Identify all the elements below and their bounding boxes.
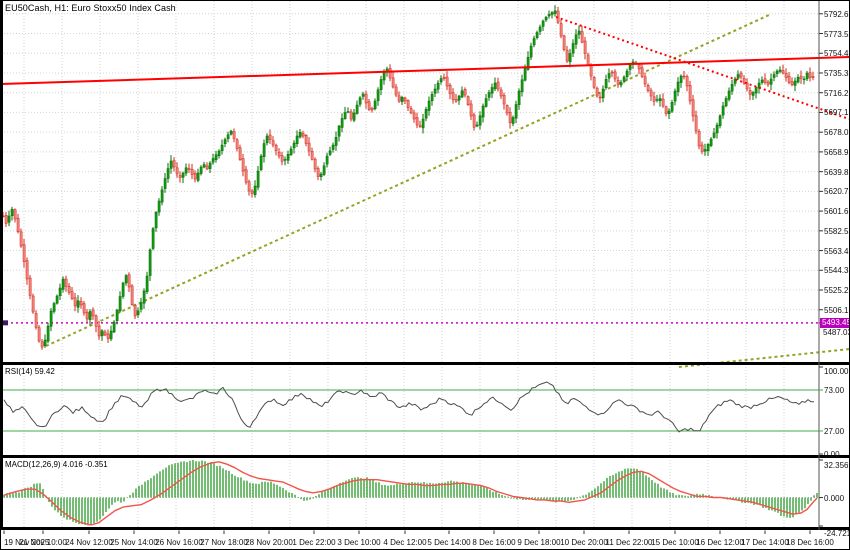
chart-title: EU50Cash, H1: Euro Stoxx50 Index Cash — [5, 3, 176, 13]
time-axis-label: 28 Nov 20:00 — [245, 538, 293, 547]
price-axis-label: 5582.53 — [824, 227, 849, 236]
time-axis-label: 1 Dec 22:00 — [292, 538, 336, 547]
price-axis-label: 5697.13 — [824, 108, 849, 117]
price-axis-label: 5601.63 — [824, 207, 849, 216]
time-axis-label: 27 Nov 18:00 — [200, 538, 248, 547]
time-axis-label: 18 Dec 16:00 — [786, 538, 834, 547]
macd-panel-area[interactable] — [1, 459, 819, 527]
price-axis-label: 5639.83 — [824, 168, 849, 177]
time-axis-label: 21 Nov 10:00 — [19, 538, 67, 547]
macd-indicator-label: MACD(12,26,9) 4.016 -0.351 — [5, 460, 108, 469]
macd-axis-label: -24.721 — [824, 529, 850, 538]
macd-axis-label: 0.000 — [824, 494, 845, 503]
macd-panel — [1, 460, 819, 526]
price-axis-label: 5773.53 — [824, 30, 849, 39]
time-axis-label: 3 Dec 10:00 — [337, 538, 381, 547]
price-axis-label: 5658.93 — [824, 148, 849, 157]
rsi-panel — [1, 381, 819, 433]
time-axis-label: 4 Dec 12:00 — [383, 538, 427, 547]
candlesticks — [1, 5, 815, 350]
panel-separators — [1, 1, 849, 530]
time-axis-label: 8 Dec 16:00 — [472, 538, 516, 547]
time-axis-label: 24 Nov 12:00 — [65, 538, 113, 547]
price-axis-label: 5792.63 — [824, 10, 849, 19]
time-axis-label: 25 Nov 14:00 — [110, 538, 158, 547]
time-axis[interactable] — [1, 530, 850, 550]
price-axis-label: 5506.13 — [824, 306, 849, 315]
rsi-axis-label: 0.00 — [824, 450, 840, 459]
price-axis[interactable] — [819, 1, 850, 530]
time-axis-label: 5 Dec 14:00 — [427, 538, 471, 547]
macd-axis-label: 32.356 — [824, 461, 849, 470]
rsi-axis-label: 100.00 — [824, 367, 849, 376]
price-axis-label: 5563.43 — [824, 247, 849, 256]
hline-selection-handle[interactable] — [3, 320, 8, 326]
bid-price-label: 5487.03 — [823, 328, 850, 337]
time-axis-label: 17 Dec 14:00 — [741, 538, 789, 547]
grid-lines — [1, 1, 819, 527]
price-axis-label: 5544.33 — [824, 266, 849, 275]
rsi-indicator-label: RSI(14) 59.42 — [5, 367, 55, 376]
main-chart-area[interactable] — [1, 1, 819, 362]
selected-line-price-tag: 5493.45 — [820, 318, 850, 328]
rsi-panel-area[interactable] — [1, 366, 819, 455]
trendlines-under — [45, 14, 849, 368]
axis-ticks — [3, 13, 823, 534]
price-axis-label: 5754.43 — [824, 49, 849, 58]
time-axis-label: 10 Dec 20:00 — [560, 538, 608, 547]
time-axis-label: 26 Nov 16:00 — [155, 538, 203, 547]
trendlines-over — [1, 16, 849, 120]
price-axis-label: 5620.73 — [824, 187, 849, 196]
time-axis-label: 15 Dec 10:00 — [651, 538, 699, 547]
time-axis-label: 19 Nov 2025 — [4, 538, 50, 547]
time-axis-label: 16 Dec 12:00 — [696, 538, 744, 547]
time-axis-label: 11 Dec 22:00 — [605, 538, 653, 547]
rsi-axis-label: 27.00 — [824, 427, 845, 436]
price-axis-label: 5735.33 — [824, 69, 849, 78]
price-axis-label: 5525.23 — [824, 286, 849, 295]
time-axis-label: 9 Dec 18:00 — [517, 538, 561, 547]
price-axis-label: 5678.03 — [824, 128, 849, 137]
price-axis-label: 5716.23 — [824, 89, 849, 98]
rsi-axis-label: 73.00 — [824, 386, 845, 395]
